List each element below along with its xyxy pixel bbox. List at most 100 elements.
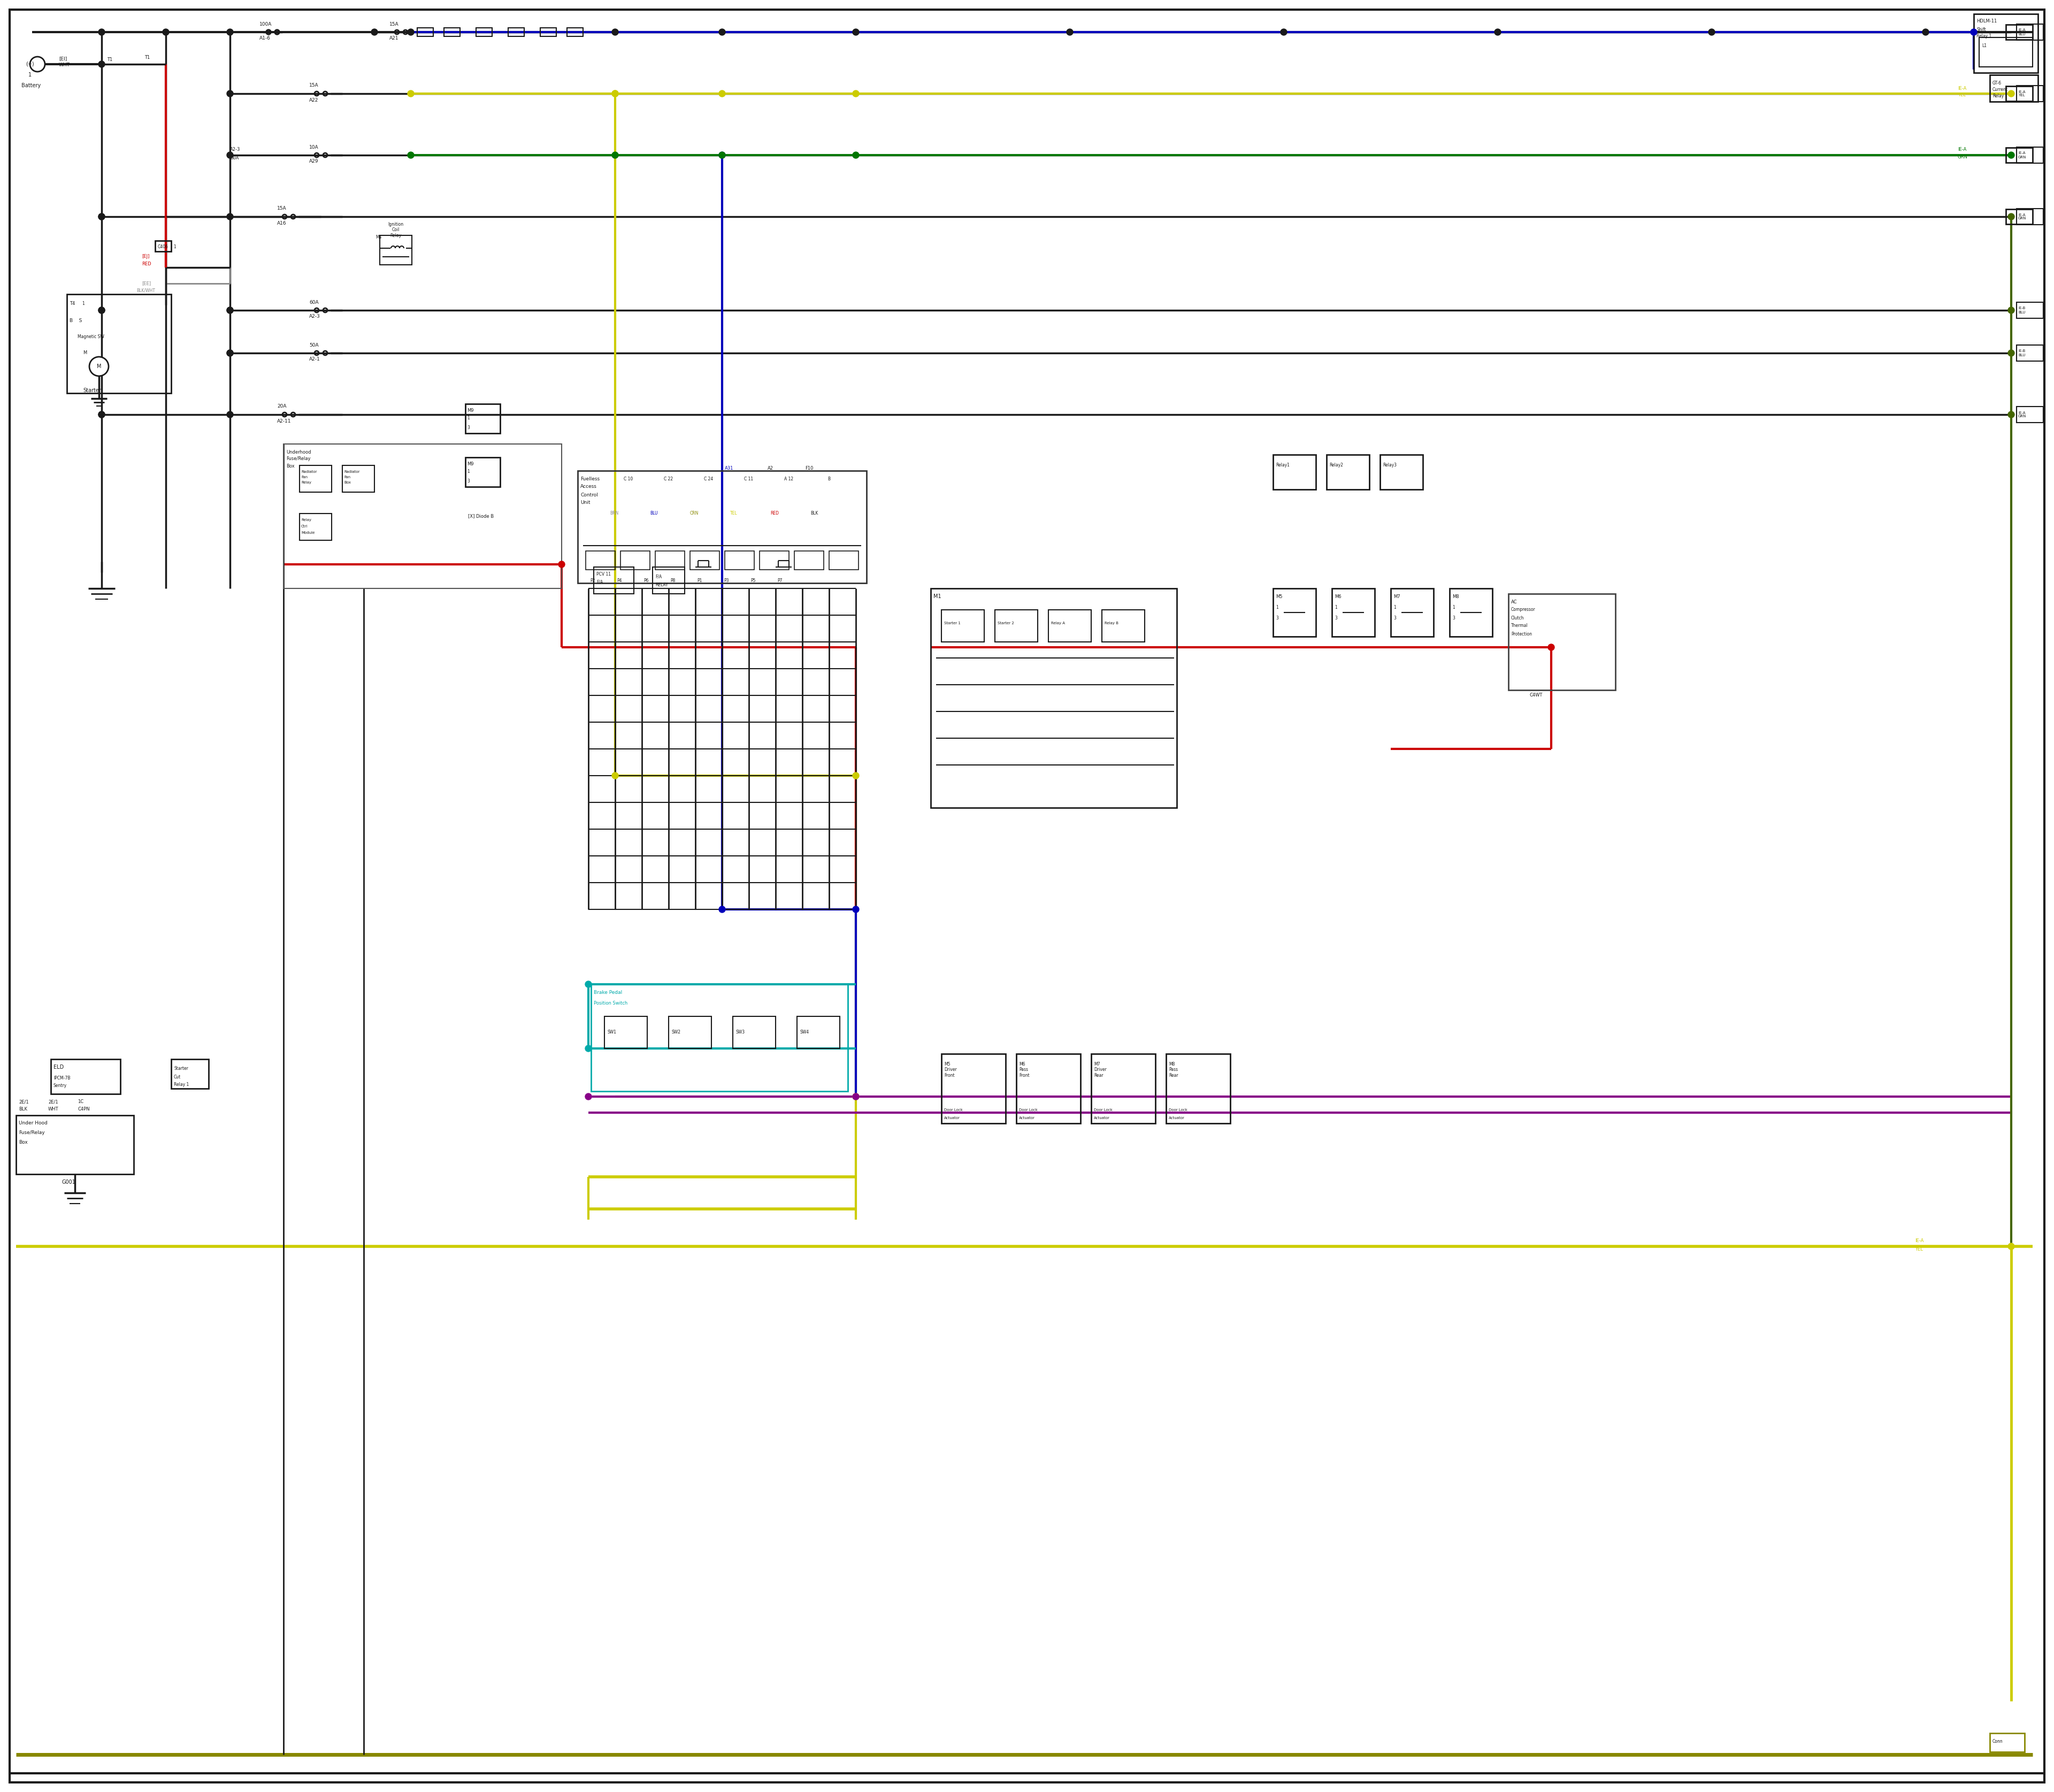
Text: Relay2: Relay2	[1329, 462, 1343, 468]
Text: 2E/1: 2E/1	[18, 1100, 29, 1104]
Text: 1: 1	[1393, 604, 1397, 609]
Circle shape	[226, 213, 234, 220]
Circle shape	[226, 306, 234, 314]
Text: Sentry: Sentry	[53, 1084, 68, 1088]
Text: Fan: Fan	[302, 475, 308, 478]
Text: C406: C406	[158, 246, 168, 249]
Text: A2-1: A2-1	[310, 357, 320, 362]
Circle shape	[162, 29, 168, 36]
Text: 1: 1	[1276, 604, 1278, 609]
Text: Actuator: Actuator	[1095, 1116, 1109, 1120]
Circle shape	[719, 152, 725, 158]
Circle shape	[585, 1045, 592, 1052]
Text: 3: 3	[1452, 615, 1454, 620]
Text: IPCM-7B: IPCM-7B	[53, 1075, 70, 1081]
Circle shape	[31, 57, 45, 72]
Text: [EI]: [EI]	[60, 56, 68, 61]
Text: Position Switch: Position Switch	[594, 1000, 629, 1005]
Circle shape	[226, 90, 234, 97]
Circle shape	[99, 213, 105, 220]
Bar	[1391, 588, 1434, 636]
Bar	[300, 466, 331, 493]
Text: Starter: Starter	[82, 387, 101, 392]
Text: YEL: YEL	[1914, 1247, 1923, 1251]
Circle shape	[99, 29, 105, 36]
Text: CRN: CRN	[690, 511, 698, 516]
Circle shape	[99, 213, 105, 220]
Text: A2-11: A2-11	[277, 419, 292, 423]
Text: M: M	[82, 351, 86, 355]
Text: IE-A: IE-A	[1957, 147, 1966, 152]
Text: Underhood: Underhood	[286, 450, 310, 455]
Text: Starter 2: Starter 2	[998, 622, 1015, 625]
Bar	[170, 1059, 210, 1088]
Text: IE-A
BLU: IE-A BLU	[2019, 29, 2025, 36]
Text: Relay: Relay	[302, 480, 312, 484]
Text: M9: M9	[466, 462, 474, 466]
Text: A 12: A 12	[785, 477, 793, 482]
Text: Door Lock: Door Lock	[1169, 1109, 1187, 1111]
Circle shape	[612, 772, 618, 780]
Circle shape	[1970, 29, 1976, 36]
Circle shape	[1709, 29, 1715, 36]
Text: A2: A2	[768, 466, 774, 471]
Bar	[2007, 25, 2033, 39]
Circle shape	[612, 90, 618, 97]
Text: 3: 3	[466, 425, 470, 430]
Circle shape	[1495, 29, 1501, 36]
Text: 20A: 20A	[277, 405, 286, 409]
Text: P8: P8	[670, 579, 676, 582]
Text: 15A: 15A	[277, 206, 286, 211]
Bar	[653, 566, 684, 593]
Bar	[760, 550, 789, 570]
Bar	[1980, 38, 2033, 66]
Text: A1-6: A1-6	[259, 36, 271, 41]
Circle shape	[612, 90, 618, 97]
Text: Thermal: Thermal	[1512, 624, 1528, 629]
Text: G001: G001	[62, 1179, 76, 1185]
Bar	[941, 609, 984, 642]
Text: Conn: Conn	[1992, 1738, 2003, 1744]
Text: IE-A: IE-A	[1957, 86, 1966, 91]
Bar	[2017, 407, 2044, 423]
Circle shape	[612, 152, 618, 158]
Text: IE-A
GRN: IE-A GRN	[2019, 152, 2027, 159]
Bar	[620, 550, 649, 570]
Text: T1: T1	[144, 56, 150, 61]
Text: P2: P2	[589, 579, 596, 582]
Text: M6: M6	[1335, 593, 1341, 599]
Circle shape	[226, 306, 234, 314]
Bar	[941, 1054, 1006, 1124]
Text: Relay1: Relay1	[1276, 462, 1290, 468]
Text: Actuator: Actuator	[945, 1116, 959, 1120]
Text: WHT: WHT	[60, 63, 70, 68]
Text: Door Lock: Door Lock	[945, 1109, 963, 1111]
Text: BLK: BLK	[18, 1106, 27, 1111]
Text: M4: M4	[376, 235, 382, 240]
Text: IE-B
BLU: IE-B BLU	[2019, 349, 2025, 357]
Bar	[690, 550, 719, 570]
Text: (+): (+)	[27, 61, 35, 66]
Circle shape	[2009, 1244, 2015, 1249]
Bar	[592, 984, 848, 1091]
Text: T4: T4	[70, 301, 76, 306]
Text: Under Hood: Under Hood	[18, 1122, 47, 1125]
Circle shape	[1923, 29, 1929, 36]
Text: GRN: GRN	[1957, 154, 1968, 159]
Text: Access: Access	[581, 484, 598, 489]
Circle shape	[226, 29, 234, 36]
Circle shape	[852, 1093, 859, 1100]
Text: 60A: 60A	[310, 299, 318, 305]
Text: T1: T1	[107, 57, 113, 63]
Bar	[2017, 303, 2044, 319]
Text: Radiator: Radiator	[302, 470, 316, 473]
Bar	[994, 609, 1037, 642]
Text: SW3: SW3	[735, 1030, 746, 1034]
Text: 2E/1: 2E/1	[47, 1100, 58, 1104]
Circle shape	[559, 561, 565, 568]
Text: [EE]: [EE]	[142, 281, 150, 287]
Circle shape	[719, 907, 725, 912]
Text: ELD: ELD	[53, 1064, 64, 1070]
Text: 15A: 15A	[310, 82, 318, 88]
Bar	[930, 588, 1177, 808]
